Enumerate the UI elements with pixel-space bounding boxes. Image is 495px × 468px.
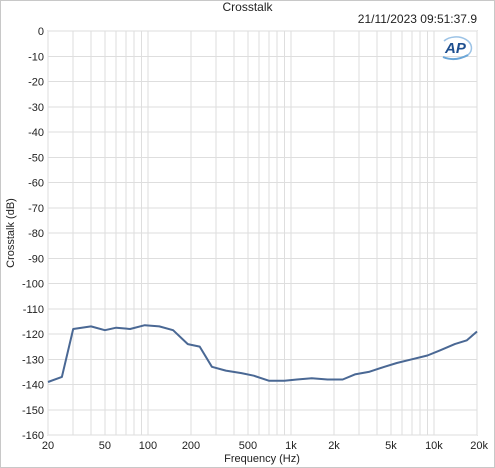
- y-tick-label: -40: [28, 127, 44, 139]
- y-tick-label: -70: [28, 203, 44, 215]
- series-group: [47, 324, 478, 383]
- x-tick-labels: 20 50 100 200 500 1k 2k 5k 10k 20k: [42, 440, 489, 452]
- x-tick-label: 1k: [285, 440, 297, 452]
- x-tick-label: 500: [239, 440, 257, 452]
- y-tick-labels: 0 -10 -20 -30 -40 -50 -60 -70 -80 -90 -100 -110 -120…: [22, 26, 44, 442]
- ap-logo: AP: [442, 36, 473, 61]
- y-axis-label: Crosstalk (dB): [5, 198, 17, 268]
- y-tick-label: -150: [22, 405, 44, 417]
- y-tick-label: -90: [28, 253, 44, 265]
- x-tick-label: 10k: [425, 440, 443, 452]
- y-tick-label: -100: [22, 279, 44, 291]
- x-tick-label: 5k: [385, 440, 397, 452]
- y-tick-label: -30: [28, 102, 44, 114]
- x-tick-label: 2k: [328, 440, 340, 452]
- y-tick-label: -10: [28, 51, 44, 63]
- y-tick-label: -130: [22, 354, 44, 366]
- y-tick-label: -160: [22, 430, 44, 442]
- logo-text: AP: [444, 40, 467, 57]
- chart-timestamp: 21/11/2023 09:51:37.9: [357, 12, 477, 26]
- x-tick-label: 50: [99, 440, 111, 452]
- x-tick-label: 20k: [470, 440, 488, 452]
- x-tick-label: 100: [139, 440, 157, 452]
- logo-swoosh: [443, 36, 473, 56]
- x-tick-label: 20: [42, 440, 54, 452]
- y-tick-label: -60: [28, 178, 44, 190]
- y-tick-label: -120: [22, 329, 44, 341]
- y-tick-label: -50: [28, 152, 44, 164]
- y-tick-label: -140: [22, 380, 44, 392]
- crosstalk-series-line: [47, 324, 478, 383]
- y-tick-label: 0: [38, 26, 44, 38]
- y-tick-label: -80: [28, 228, 44, 240]
- x-tick-label: 200: [182, 440, 200, 452]
- x-axis-label: Frequency (Hz): [224, 453, 300, 465]
- y-tick-label: -20: [28, 77, 44, 89]
- logo-underline: [442, 54, 469, 61]
- chart-title: Crosstalk: [222, 0, 273, 14]
- y-tick-label: -110: [23, 304, 44, 316]
